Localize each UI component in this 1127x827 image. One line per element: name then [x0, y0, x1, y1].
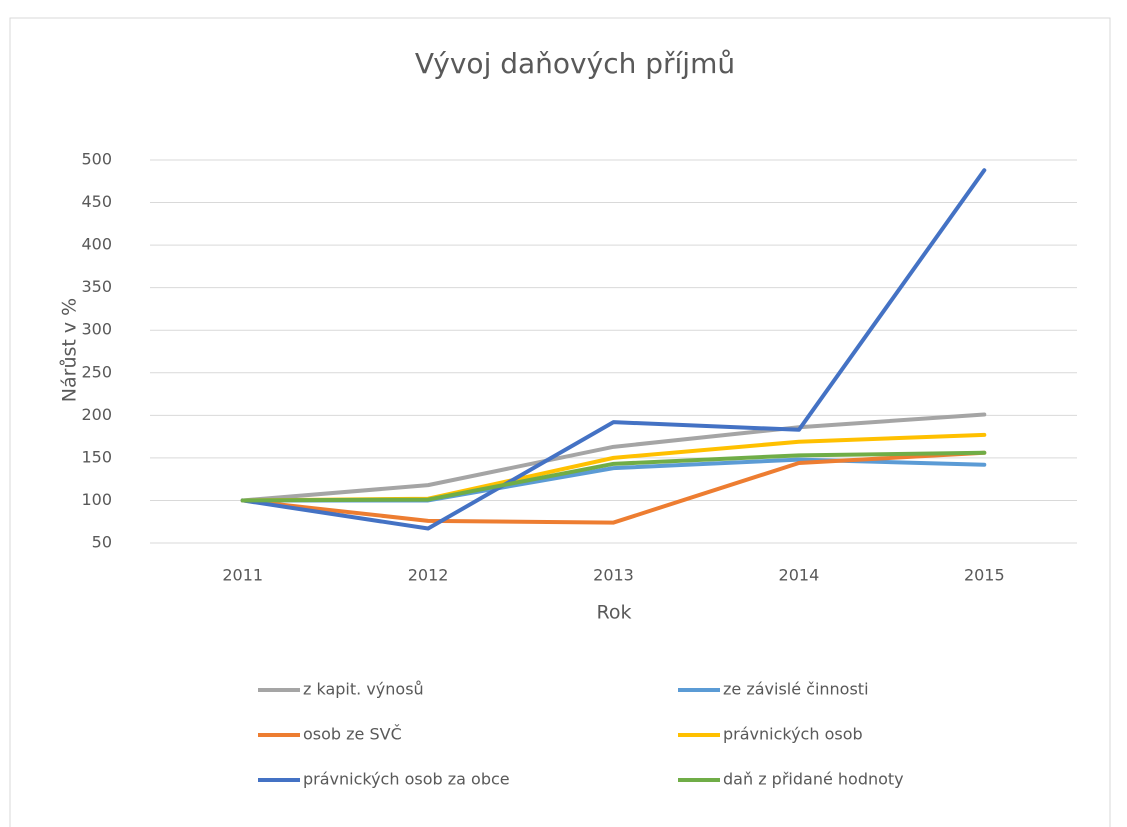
- y-tick-label: 400: [81, 235, 112, 254]
- x-tick-label: 2014: [779, 566, 820, 585]
- chart-title: Vývoj daňových příjmů: [415, 47, 735, 80]
- y-tick-label: 200: [81, 405, 112, 424]
- y-tick-label: 450: [81, 192, 112, 211]
- chart-frame: [9, 17, 1111, 827]
- x-axis-label: Rok: [597, 602, 632, 624]
- y-tick-label: 350: [81, 277, 112, 296]
- legend-label: ze závislé činnosti: [723, 680, 869, 699]
- legend-label: osob ze SVČ: [303, 725, 402, 744]
- legend-label: daň z přidané hodnoty: [723, 770, 904, 789]
- x-tick-label: 2012: [408, 566, 449, 585]
- legend-label: z kapit. výnosů: [303, 680, 424, 699]
- y-axis-label: Nárůst v %: [59, 298, 81, 402]
- legend-label: právnických osob: [723, 725, 863, 744]
- x-tick-label: 2015: [964, 566, 1005, 585]
- series-line: [240, 168, 987, 531]
- x-tick-label: 2011: [222, 566, 263, 585]
- y-tick-label: 100: [81, 490, 112, 509]
- y-tick-label: 250: [81, 362, 112, 381]
- y-tick-label: 150: [81, 447, 112, 466]
- x-tick-label: 2013: [593, 566, 634, 585]
- series-line: [240, 450, 987, 503]
- series-line: [240, 450, 987, 525]
- y-tick-label: 500: [81, 150, 112, 169]
- y-tick-label: 300: [81, 320, 112, 339]
- y-tick-label: 50: [92, 533, 112, 552]
- series-line: [240, 412, 987, 503]
- legend-label: právnických osob za obce: [303, 770, 510, 789]
